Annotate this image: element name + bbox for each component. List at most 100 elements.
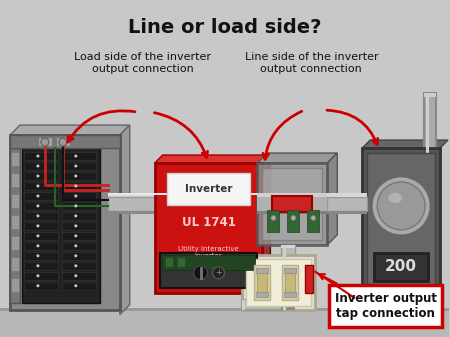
Bar [284, 245, 286, 310]
Circle shape [74, 254, 77, 257]
Bar [62, 152, 96, 160]
Bar [329, 285, 442, 327]
Circle shape [41, 138, 49, 146]
Circle shape [194, 266, 207, 280]
Polygon shape [120, 125, 130, 315]
Bar [0, 308, 449, 311]
Bar [160, 253, 257, 288]
Circle shape [212, 267, 225, 279]
Bar [256, 292, 268, 297]
Circle shape [36, 234, 40, 237]
Bar [62, 272, 96, 280]
Bar [62, 262, 96, 270]
Circle shape [371, 176, 431, 236]
Bar [62, 192, 96, 200]
Bar [162, 255, 256, 270]
Bar [256, 268, 268, 273]
Bar [362, 148, 440, 310]
Circle shape [36, 155, 40, 157]
Circle shape [36, 214, 40, 217]
Bar [367, 153, 435, 305]
Bar [10, 135, 120, 148]
Bar [62, 232, 96, 240]
Circle shape [36, 194, 40, 197]
Bar [284, 292, 297, 297]
Bar [62, 282, 96, 290]
Bar [24, 222, 58, 230]
Bar [254, 265, 270, 300]
Bar [243, 300, 245, 310]
Circle shape [74, 175, 77, 178]
Circle shape [74, 184, 77, 187]
Bar [11, 152, 19, 166]
Bar [424, 93, 436, 153]
Bar [24, 192, 58, 200]
Bar [62, 202, 96, 210]
Bar [165, 257, 173, 267]
Circle shape [74, 164, 77, 167]
Bar [62, 162, 96, 170]
Circle shape [36, 175, 40, 178]
Circle shape [291, 215, 296, 220]
Bar [155, 163, 262, 293]
Bar [327, 211, 367, 214]
Circle shape [74, 214, 77, 217]
Circle shape [74, 234, 77, 237]
Bar [24, 172, 58, 180]
Text: +: + [215, 268, 222, 277]
Circle shape [74, 194, 77, 197]
Bar [62, 252, 96, 260]
Bar [307, 210, 320, 232]
Bar [284, 268, 297, 273]
Bar [176, 257, 184, 267]
Text: Inverter: Inverter [185, 184, 232, 194]
Bar [62, 242, 96, 250]
Circle shape [36, 164, 40, 167]
Circle shape [74, 224, 77, 227]
Circle shape [74, 155, 77, 157]
Bar [108, 193, 362, 197]
Bar [257, 211, 327, 214]
Bar [243, 300, 283, 310]
Polygon shape [10, 125, 130, 135]
Bar [0, 308, 449, 337]
Circle shape [36, 244, 40, 247]
Bar [56, 137, 70, 146]
Bar [24, 212, 58, 220]
Circle shape [36, 205, 40, 207]
Bar [108, 193, 362, 195]
Text: Load side of the inverter
output connection: Load side of the inverter output connect… [74, 52, 211, 74]
Bar [327, 193, 367, 197]
Circle shape [36, 264, 40, 267]
Bar [108, 211, 362, 214]
Circle shape [74, 284, 77, 287]
Text: Utility Interactive
Inverter: Utility Interactive Inverter [178, 246, 239, 259]
Circle shape [74, 244, 77, 247]
Circle shape [311, 215, 316, 220]
Bar [24, 232, 58, 240]
Bar [257, 163, 327, 245]
Bar [11, 215, 19, 229]
Bar [272, 196, 312, 212]
Bar [262, 168, 322, 240]
Bar [38, 137, 52, 146]
Circle shape [36, 284, 40, 287]
Bar [424, 93, 436, 97]
Bar [11, 257, 19, 271]
Bar [247, 259, 311, 306]
Circle shape [74, 205, 77, 207]
Bar [11, 236, 19, 250]
Bar [11, 278, 19, 292]
Bar [24, 162, 58, 170]
Circle shape [74, 264, 77, 267]
Polygon shape [262, 155, 270, 293]
Bar [24, 152, 58, 160]
Polygon shape [155, 155, 270, 163]
Bar [281, 245, 295, 310]
Bar [257, 193, 327, 197]
Bar [283, 265, 298, 300]
Text: 200: 200 [385, 259, 417, 274]
Bar [267, 210, 279, 232]
Circle shape [377, 182, 425, 230]
Bar [10, 135, 120, 310]
